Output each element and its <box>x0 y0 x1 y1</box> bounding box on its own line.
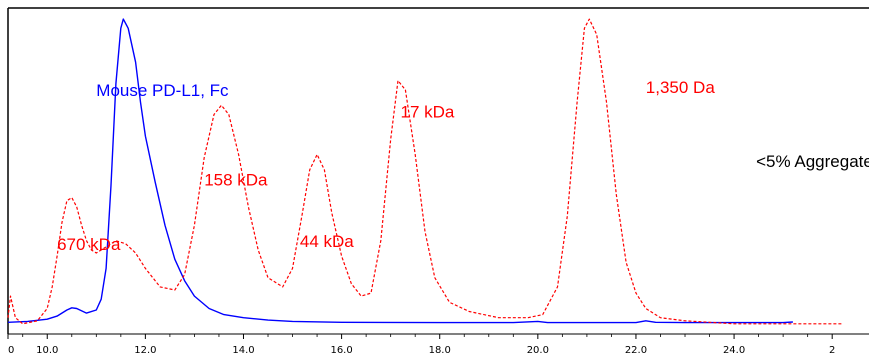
plot-frame-group <box>7 7 869 335</box>
x-tick-label: 12.0 <box>134 345 156 356</box>
peak-annotation: 17 kDa <box>401 103 455 122</box>
x-tick-label: 14.0 <box>232 345 254 356</box>
sample-trace-line <box>7 18 793 324</box>
series-layer <box>7 18 842 325</box>
peak-annotation: Mouse PD-L1, Fc <box>96 81 229 100</box>
annotation-layer: Mouse PD-L1, Fc 670 kDa 158 kDa 44 kDa 17 kD… <box>57 78 869 254</box>
standards-trace-line <box>7 18 842 325</box>
x-tick-label: 10.0 <box>36 345 58 356</box>
peak-annotation: 670 kDa <box>57 235 121 254</box>
x-tick-label: 18.0 <box>429 345 451 356</box>
x-tick-label: 24.0 <box>723 345 745 356</box>
x-tick-label: 20.0 <box>527 345 549 356</box>
peak-annotation: 1,350 Da <box>646 78 716 97</box>
x-tick-label: 2 <box>829 345 835 356</box>
x-axis-ticks: 0 10.0 12.0 14.0 16.0 18.0 20.0 22.0 24.0 2 <box>7 334 835 356</box>
peak-annotation: 158 kDa <box>204 170 268 189</box>
peak-annotation: 44 kDa <box>300 232 354 251</box>
peak-annotation: <5% Aggregates <box>756 152 869 171</box>
x-tick-label: 22.0 <box>625 345 647 356</box>
x-tick-label: 0 <box>8 345 14 356</box>
x-tick-label: 16.0 <box>330 345 352 356</box>
